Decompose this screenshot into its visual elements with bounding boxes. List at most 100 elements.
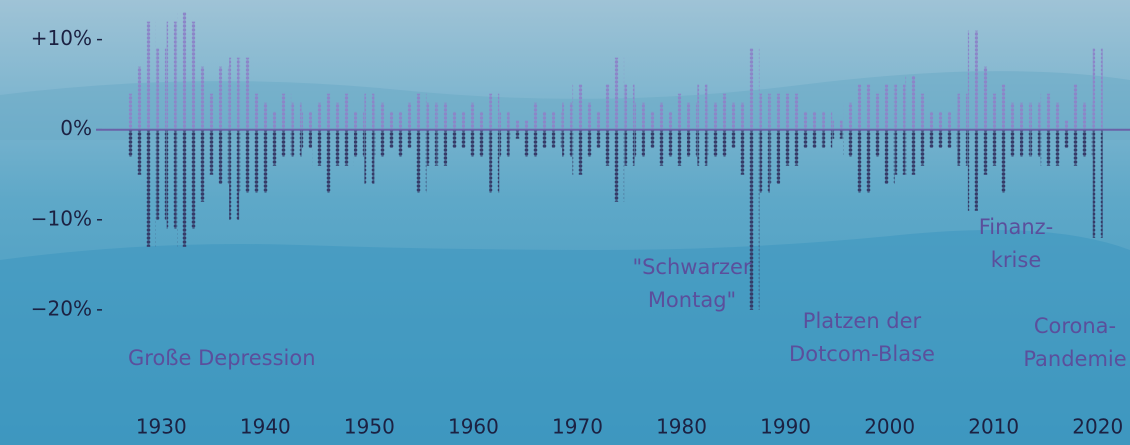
- dot-column: [156, 130, 166, 220]
- dot-column: [520, 130, 530, 157]
- dot-column: [999, 130, 1009, 193]
- dot-column: [635, 130, 645, 157]
- dot-column: [812, 130, 822, 148]
- dot-column: [146, 130, 156, 247]
- dot-column: [1030, 103, 1040, 130]
- dot-column: [1041, 130, 1051, 166]
- dot-column: [1010, 103, 1020, 130]
- dot-column: [531, 130, 541, 157]
- dot-column: [302, 112, 312, 130]
- dot-column: [125, 130, 135, 157]
- dot-column: [375, 103, 385, 130]
- dot-column: [416, 130, 426, 193]
- dot-column: [229, 130, 239, 220]
- dot-column: [708, 130, 718, 157]
- dot-column: [791, 130, 801, 166]
- dot-column: [344, 130, 354, 166]
- dot-column: [437, 103, 447, 130]
- dot-column: [364, 94, 374, 130]
- dot-column: [156, 49, 166, 130]
- dot-column: [843, 130, 853, 157]
- dot-column: [458, 130, 468, 148]
- annotation: Finanz-: [979, 215, 1053, 239]
- dot-column: [843, 103, 853, 130]
- dot-column: [250, 130, 260, 193]
- dot-column: [531, 103, 541, 130]
- dot-column: [947, 112, 957, 130]
- dot-column: [500, 112, 510, 130]
- dot-column: [916, 130, 926, 166]
- annotation: Große Depression: [128, 346, 316, 370]
- dot-column: [625, 85, 635, 130]
- dot-column: [822, 130, 832, 148]
- annotation: Platzen der: [803, 309, 922, 333]
- dot-column: [760, 94, 770, 130]
- dot-column: [677, 94, 687, 130]
- dot-column: [739, 130, 749, 175]
- dot-column: [468, 130, 478, 157]
- dot-column: [187, 130, 197, 229]
- dot-column: [448, 130, 458, 148]
- dot-column: [1041, 94, 1051, 130]
- dot-column: [874, 130, 884, 157]
- dot-column: [1082, 130, 1092, 157]
- dot-column: [385, 112, 395, 130]
- dot-column: [333, 130, 343, 166]
- dot-column: [666, 130, 676, 157]
- dot-column: [416, 94, 426, 130]
- dot-column: [271, 130, 281, 166]
- dot-column: [968, 130, 978, 211]
- dot-column: [1072, 85, 1082, 130]
- dot-column: [468, 103, 478, 130]
- dot-column: [781, 130, 791, 166]
- dot-column: [1062, 121, 1072, 130]
- dot-column: [635, 103, 645, 130]
- dot-column: [604, 130, 614, 166]
- dot-column: [187, 22, 197, 130]
- dot-column: [260, 130, 270, 193]
- dot-column: [614, 58, 624, 130]
- dot-column: [812, 112, 822, 130]
- annotation: krise: [991, 248, 1042, 272]
- dot-column: [1051, 130, 1061, 166]
- dot-column: [562, 103, 572, 130]
- dot-column: [593, 112, 603, 130]
- dot-column: [396, 130, 406, 157]
- dot-column: [864, 85, 874, 130]
- dot-column: [125, 94, 135, 130]
- dot-column: [1020, 130, 1030, 157]
- dot-column: [177, 130, 187, 247]
- dot-column: [989, 94, 999, 130]
- dot-column: [406, 130, 416, 148]
- dot-column: [687, 103, 697, 130]
- dot-column: [323, 130, 333, 193]
- dot-column: [385, 130, 395, 148]
- dot-column: [510, 130, 520, 139]
- dot-column: [926, 112, 936, 130]
- dot-column: [562, 130, 572, 157]
- dot-column: [749, 130, 759, 310]
- mountain: [0, 230, 1130, 445]
- dot-column: [572, 130, 582, 175]
- dot-column: [874, 94, 884, 130]
- dot-column: [1072, 130, 1082, 166]
- dot-column: [541, 112, 551, 130]
- dot-column: [427, 130, 437, 166]
- dot-column: [947, 130, 957, 148]
- dot-column: [905, 76, 915, 130]
- dot-column: [749, 49, 759, 130]
- dot-column: [489, 130, 499, 193]
- dot-column: [708, 103, 718, 130]
- dot-column: [219, 67, 229, 130]
- dot-column: [354, 112, 364, 130]
- dot-column: [312, 130, 322, 166]
- dot-column: [1010, 130, 1020, 157]
- x-tick-label: 1970: [552, 415, 603, 439]
- dot-column: [375, 130, 385, 157]
- dot-column: [333, 103, 343, 130]
- x-tick-label: 1940: [240, 415, 291, 439]
- dot-column: [240, 58, 250, 130]
- dot-column: [989, 130, 999, 166]
- y-tick-label: +10%: [31, 26, 92, 50]
- dot-column: [697, 130, 707, 166]
